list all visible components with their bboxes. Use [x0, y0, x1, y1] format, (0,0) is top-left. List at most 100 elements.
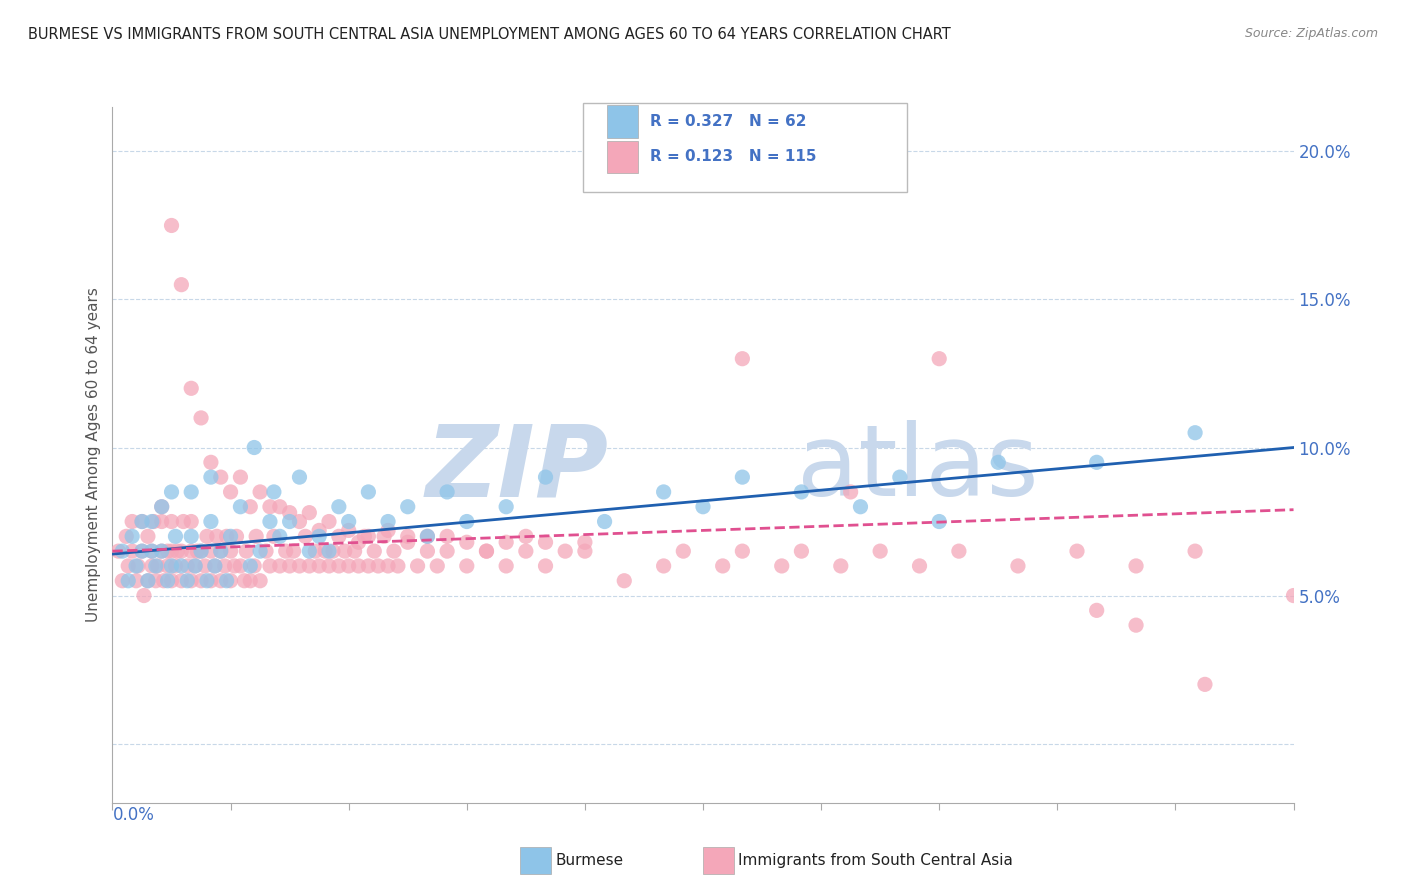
Point [180, 381, 202, 395]
Point [166, 544, 188, 558]
Point [219, 529, 242, 543]
Point [180, 529, 202, 543]
Point [121, 544, 143, 558]
Point [456, 515, 478, 529]
Point [396, 500, 419, 514]
Text: BURMESE VS IMMIGRANTS FROM SOUTH CENTRAL ASIA UNEMPLOYMENT AMONG AGES 60 TO 64 Y: BURMESE VS IMMIGRANTS FROM SOUTH CENTRAL… [28, 27, 950, 42]
Point [195, 529, 218, 543]
Point [209, 574, 232, 588]
Point [1066, 544, 1088, 558]
Point [141, 544, 163, 558]
Point [125, 558, 148, 573]
Point [436, 484, 458, 499]
Point [298, 558, 321, 573]
Point [1007, 558, 1029, 573]
Point [574, 535, 596, 549]
Point [156, 558, 179, 573]
Point [160, 574, 183, 588]
Point [170, 574, 193, 588]
Point [200, 544, 222, 558]
Point [283, 544, 305, 558]
Point [652, 558, 675, 573]
Point [373, 529, 395, 543]
Point [731, 544, 754, 558]
Point [160, 515, 183, 529]
Point [495, 500, 517, 514]
Point [195, 574, 218, 588]
Point [731, 470, 754, 484]
Point [308, 524, 330, 538]
Point [288, 515, 311, 529]
Point [436, 544, 458, 558]
Point [117, 558, 139, 573]
Point [357, 558, 380, 573]
Point [534, 470, 557, 484]
Point [396, 529, 419, 543]
Point [387, 558, 409, 573]
Point [121, 529, 143, 543]
Point [347, 535, 370, 549]
Point [382, 544, 405, 558]
Point [337, 558, 360, 573]
Point [204, 558, 226, 573]
Point [117, 574, 139, 588]
Point [259, 500, 281, 514]
Point [224, 558, 246, 573]
Point [396, 535, 419, 549]
Point [142, 515, 165, 529]
Point [830, 558, 852, 573]
Point [145, 558, 167, 573]
Point [314, 544, 336, 558]
Point [357, 484, 380, 499]
Point [357, 529, 380, 543]
Point [165, 558, 187, 573]
Point [131, 544, 153, 558]
Point [254, 544, 277, 558]
Point [363, 544, 385, 558]
Point [243, 441, 266, 455]
Point [249, 574, 271, 588]
Point [928, 515, 950, 529]
Point [692, 500, 714, 514]
Point [259, 558, 281, 573]
Point [515, 544, 537, 558]
Point [328, 500, 350, 514]
Text: Source: ZipAtlas.com: Source: ZipAtlas.com [1244, 27, 1378, 40]
Point [194, 558, 217, 573]
Point [1282, 589, 1305, 603]
Point [269, 558, 291, 573]
Point [593, 515, 616, 529]
Point [308, 529, 330, 543]
Point [278, 506, 301, 520]
Point [200, 574, 222, 588]
Point [263, 484, 285, 499]
Point [209, 470, 232, 484]
Point [136, 529, 159, 543]
Point [456, 535, 478, 549]
Point [184, 558, 207, 573]
Point [534, 535, 557, 549]
Point [180, 484, 202, 499]
Point [377, 515, 399, 529]
Text: R = 0.327   N = 62: R = 0.327 N = 62 [650, 114, 806, 129]
Point [150, 515, 173, 529]
Point [475, 544, 498, 558]
Point [145, 574, 167, 588]
Point [711, 558, 734, 573]
Point [1085, 455, 1108, 469]
Point [111, 544, 134, 558]
Point [298, 506, 321, 520]
Point [249, 484, 271, 499]
Text: Burmese: Burmese [555, 854, 623, 868]
Point [239, 500, 262, 514]
Point [353, 529, 375, 543]
Point [1125, 618, 1147, 632]
Point [219, 484, 242, 499]
Point [436, 529, 458, 543]
Point [269, 500, 291, 514]
Point [790, 484, 813, 499]
Point [150, 500, 173, 514]
Point [190, 411, 212, 425]
Point [141, 515, 163, 529]
Point [770, 558, 793, 573]
